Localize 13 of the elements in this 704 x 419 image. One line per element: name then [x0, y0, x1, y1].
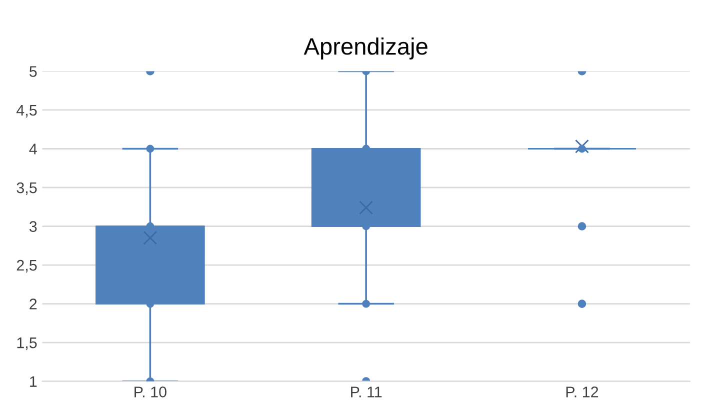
y-tick-label: 2,5 [16, 260, 37, 273]
y-tick-label: 5 [29, 66, 37, 77]
y-tick-label: 1 [30, 376, 37, 387]
y-tick-label: 4 [29, 144, 37, 154]
x-tick-label: P. 10 [134, 386, 166, 398]
chart-title: Aprendizaje [304, 37, 428, 60]
y-tick-label: 3 [29, 221, 37, 232]
y-tick-label: 4,5 [16, 105, 37, 118]
x-tick-label: P. 12 [566, 386, 598, 398]
y-tick-label: 2 [30, 298, 37, 310]
y-tick-label: 1,5 [17, 338, 37, 350]
y-tick-label: 3,5 [16, 182, 37, 195]
x-tick-label: P. 11 [351, 386, 382, 398]
